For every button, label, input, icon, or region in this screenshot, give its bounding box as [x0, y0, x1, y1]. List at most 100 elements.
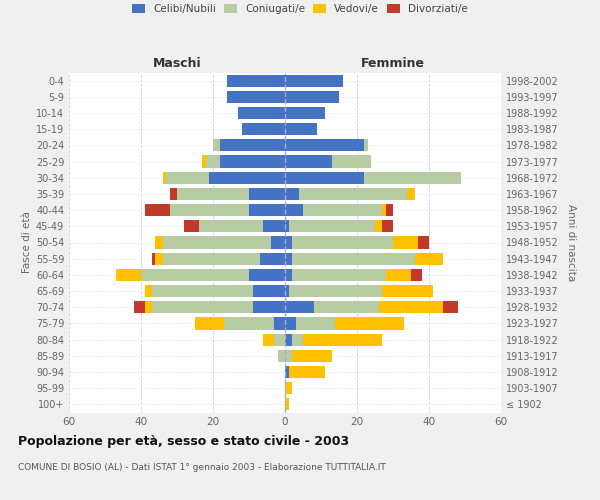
Bar [285, 220, 289, 232]
Bar [407, 188, 415, 200]
Bar [199, 220, 263, 232]
Bar [242, 123, 285, 135]
Bar [292, 236, 393, 248]
Bar [260, 252, 285, 265]
Bar [177, 188, 249, 200]
Bar [386, 204, 393, 216]
Bar [152, 252, 155, 265]
Bar [375, 220, 382, 232]
Bar [249, 204, 285, 216]
Bar [292, 252, 415, 265]
Bar [285, 269, 292, 281]
Bar [227, 90, 285, 103]
Bar [278, 350, 285, 362]
Bar [213, 140, 220, 151]
Bar [386, 269, 411, 281]
Bar [170, 204, 249, 216]
Bar [285, 236, 292, 248]
Bar [163, 172, 166, 184]
Bar [238, 107, 285, 119]
Bar [163, 252, 260, 265]
Bar [285, 140, 364, 151]
Bar [292, 334, 303, 345]
Bar [285, 204, 303, 216]
Bar [263, 334, 274, 345]
Bar [285, 90, 339, 103]
Bar [285, 123, 317, 135]
Bar [220, 156, 285, 168]
Bar [379, 301, 443, 314]
Y-axis label: Fasce di età: Fasce di età [22, 212, 32, 274]
Bar [411, 269, 422, 281]
Bar [274, 334, 285, 345]
Bar [220, 140, 285, 151]
Bar [303, 334, 382, 345]
Bar [227, 74, 285, 86]
Bar [364, 172, 461, 184]
Bar [382, 285, 433, 297]
Bar [206, 156, 220, 168]
Bar [285, 382, 292, 394]
Bar [134, 301, 145, 314]
Bar [285, 334, 292, 345]
Bar [145, 204, 170, 216]
Bar [292, 269, 386, 281]
Bar [285, 188, 299, 200]
Text: Femmine: Femmine [361, 57, 425, 70]
Bar [195, 318, 224, 330]
Bar [285, 172, 364, 184]
Bar [335, 318, 404, 330]
Bar [155, 236, 163, 248]
Bar [285, 318, 296, 330]
Text: Maschi: Maschi [152, 57, 202, 70]
Bar [184, 220, 199, 232]
Bar [299, 188, 407, 200]
Bar [152, 301, 253, 314]
Bar [170, 188, 177, 200]
Bar [393, 236, 418, 248]
Bar [145, 301, 152, 314]
Bar [364, 140, 368, 151]
Bar [296, 318, 335, 330]
Bar [249, 269, 285, 281]
Bar [382, 204, 386, 216]
Bar [418, 236, 429, 248]
Bar [271, 236, 285, 248]
Bar [202, 156, 206, 168]
Bar [289, 366, 325, 378]
Bar [443, 301, 458, 314]
Text: COMUNE DI BOSIO (AL) - Dati ISTAT 1° gennaio 2003 - Elaborazione TUTTITALIA.IT: COMUNE DI BOSIO (AL) - Dati ISTAT 1° gen… [18, 462, 386, 471]
Bar [285, 350, 292, 362]
Bar [209, 172, 285, 184]
Bar [285, 301, 314, 314]
Bar [314, 301, 379, 314]
Bar [285, 156, 332, 168]
Legend: Celibi/Nubili, Coniugati/e, Vedovi/e, Divorziati/e: Celibi/Nubili, Coniugati/e, Vedovi/e, Di… [128, 0, 472, 18]
Bar [285, 74, 343, 86]
Y-axis label: Anni di nascita: Anni di nascita [566, 204, 575, 281]
Bar [289, 220, 375, 232]
Bar [141, 269, 249, 281]
Bar [253, 285, 285, 297]
Bar [382, 220, 393, 232]
Bar [285, 252, 292, 265]
Text: Popolazione per età, sesso e stato civile - 2003: Popolazione per età, sesso e stato civil… [18, 435, 349, 448]
Bar [285, 285, 289, 297]
Bar [116, 269, 141, 281]
Bar [415, 252, 443, 265]
Bar [285, 107, 325, 119]
Bar [224, 318, 274, 330]
Bar [285, 398, 289, 410]
Bar [303, 204, 382, 216]
Bar [163, 236, 271, 248]
Bar [152, 285, 253, 297]
Bar [263, 220, 285, 232]
Bar [253, 301, 285, 314]
Bar [292, 350, 332, 362]
Bar [166, 172, 209, 184]
Bar [249, 188, 285, 200]
Bar [332, 156, 371, 168]
Bar [145, 285, 152, 297]
Bar [274, 318, 285, 330]
Bar [285, 366, 289, 378]
